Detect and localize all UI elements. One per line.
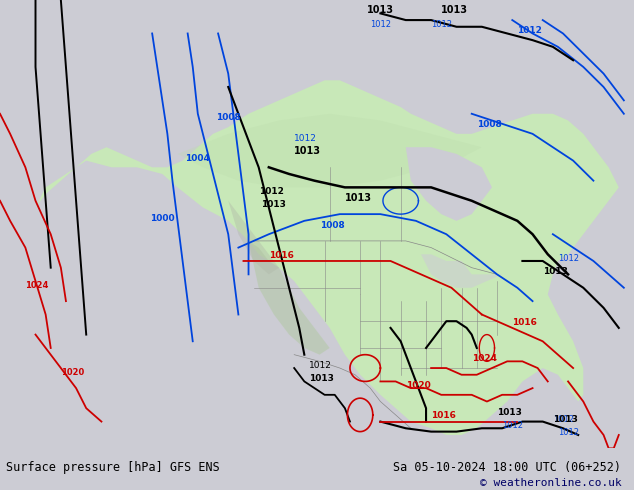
Text: 1004: 1004 (185, 153, 210, 163)
Text: 1016: 1016 (431, 411, 456, 420)
Text: 1013: 1013 (543, 268, 567, 276)
Text: © weatheronline.co.uk: © weatheronline.co.uk (479, 478, 621, 488)
Text: 1012: 1012 (553, 415, 574, 423)
Text: 1016: 1016 (512, 318, 537, 326)
Text: 1020: 1020 (406, 381, 430, 390)
Text: 1012: 1012 (558, 254, 579, 263)
Text: 1008: 1008 (477, 120, 501, 129)
Text: 1024: 1024 (25, 281, 49, 290)
Text: 1000: 1000 (150, 214, 174, 223)
Polygon shape (178, 114, 482, 187)
Polygon shape (228, 201, 279, 274)
Text: 1013: 1013 (309, 374, 334, 384)
Text: 1013: 1013 (345, 193, 372, 203)
Text: 1008: 1008 (216, 114, 241, 122)
Text: 1020: 1020 (61, 368, 84, 377)
Text: 1012: 1012 (294, 134, 317, 143)
Text: 1012: 1012 (517, 26, 542, 35)
Text: 1012: 1012 (370, 20, 391, 29)
Text: 1013: 1013 (261, 200, 286, 209)
Text: 1013: 1013 (294, 146, 321, 156)
Text: 1012: 1012 (502, 421, 523, 430)
Text: 1013: 1013 (497, 408, 522, 417)
Text: 1013: 1013 (441, 5, 469, 15)
Text: 1012: 1012 (309, 361, 332, 370)
Text: 1008: 1008 (320, 220, 344, 229)
Polygon shape (406, 147, 492, 221)
Polygon shape (421, 254, 502, 288)
Polygon shape (36, 80, 619, 435)
Text: Surface pressure [hPa] GFS ENS: Surface pressure [hPa] GFS ENS (6, 461, 220, 474)
Text: 1012: 1012 (431, 20, 452, 29)
Text: 1013: 1013 (367, 5, 394, 15)
Text: 1016: 1016 (269, 250, 294, 260)
Text: 1024: 1024 (472, 354, 496, 364)
Text: Sa 05-10-2024 18:00 UTC (06+252): Sa 05-10-2024 18:00 UTC (06+252) (393, 461, 621, 474)
Text: 1013: 1013 (553, 415, 578, 423)
Polygon shape (249, 241, 330, 355)
Text: 1012: 1012 (259, 187, 283, 196)
Text: 1012: 1012 (558, 428, 579, 437)
